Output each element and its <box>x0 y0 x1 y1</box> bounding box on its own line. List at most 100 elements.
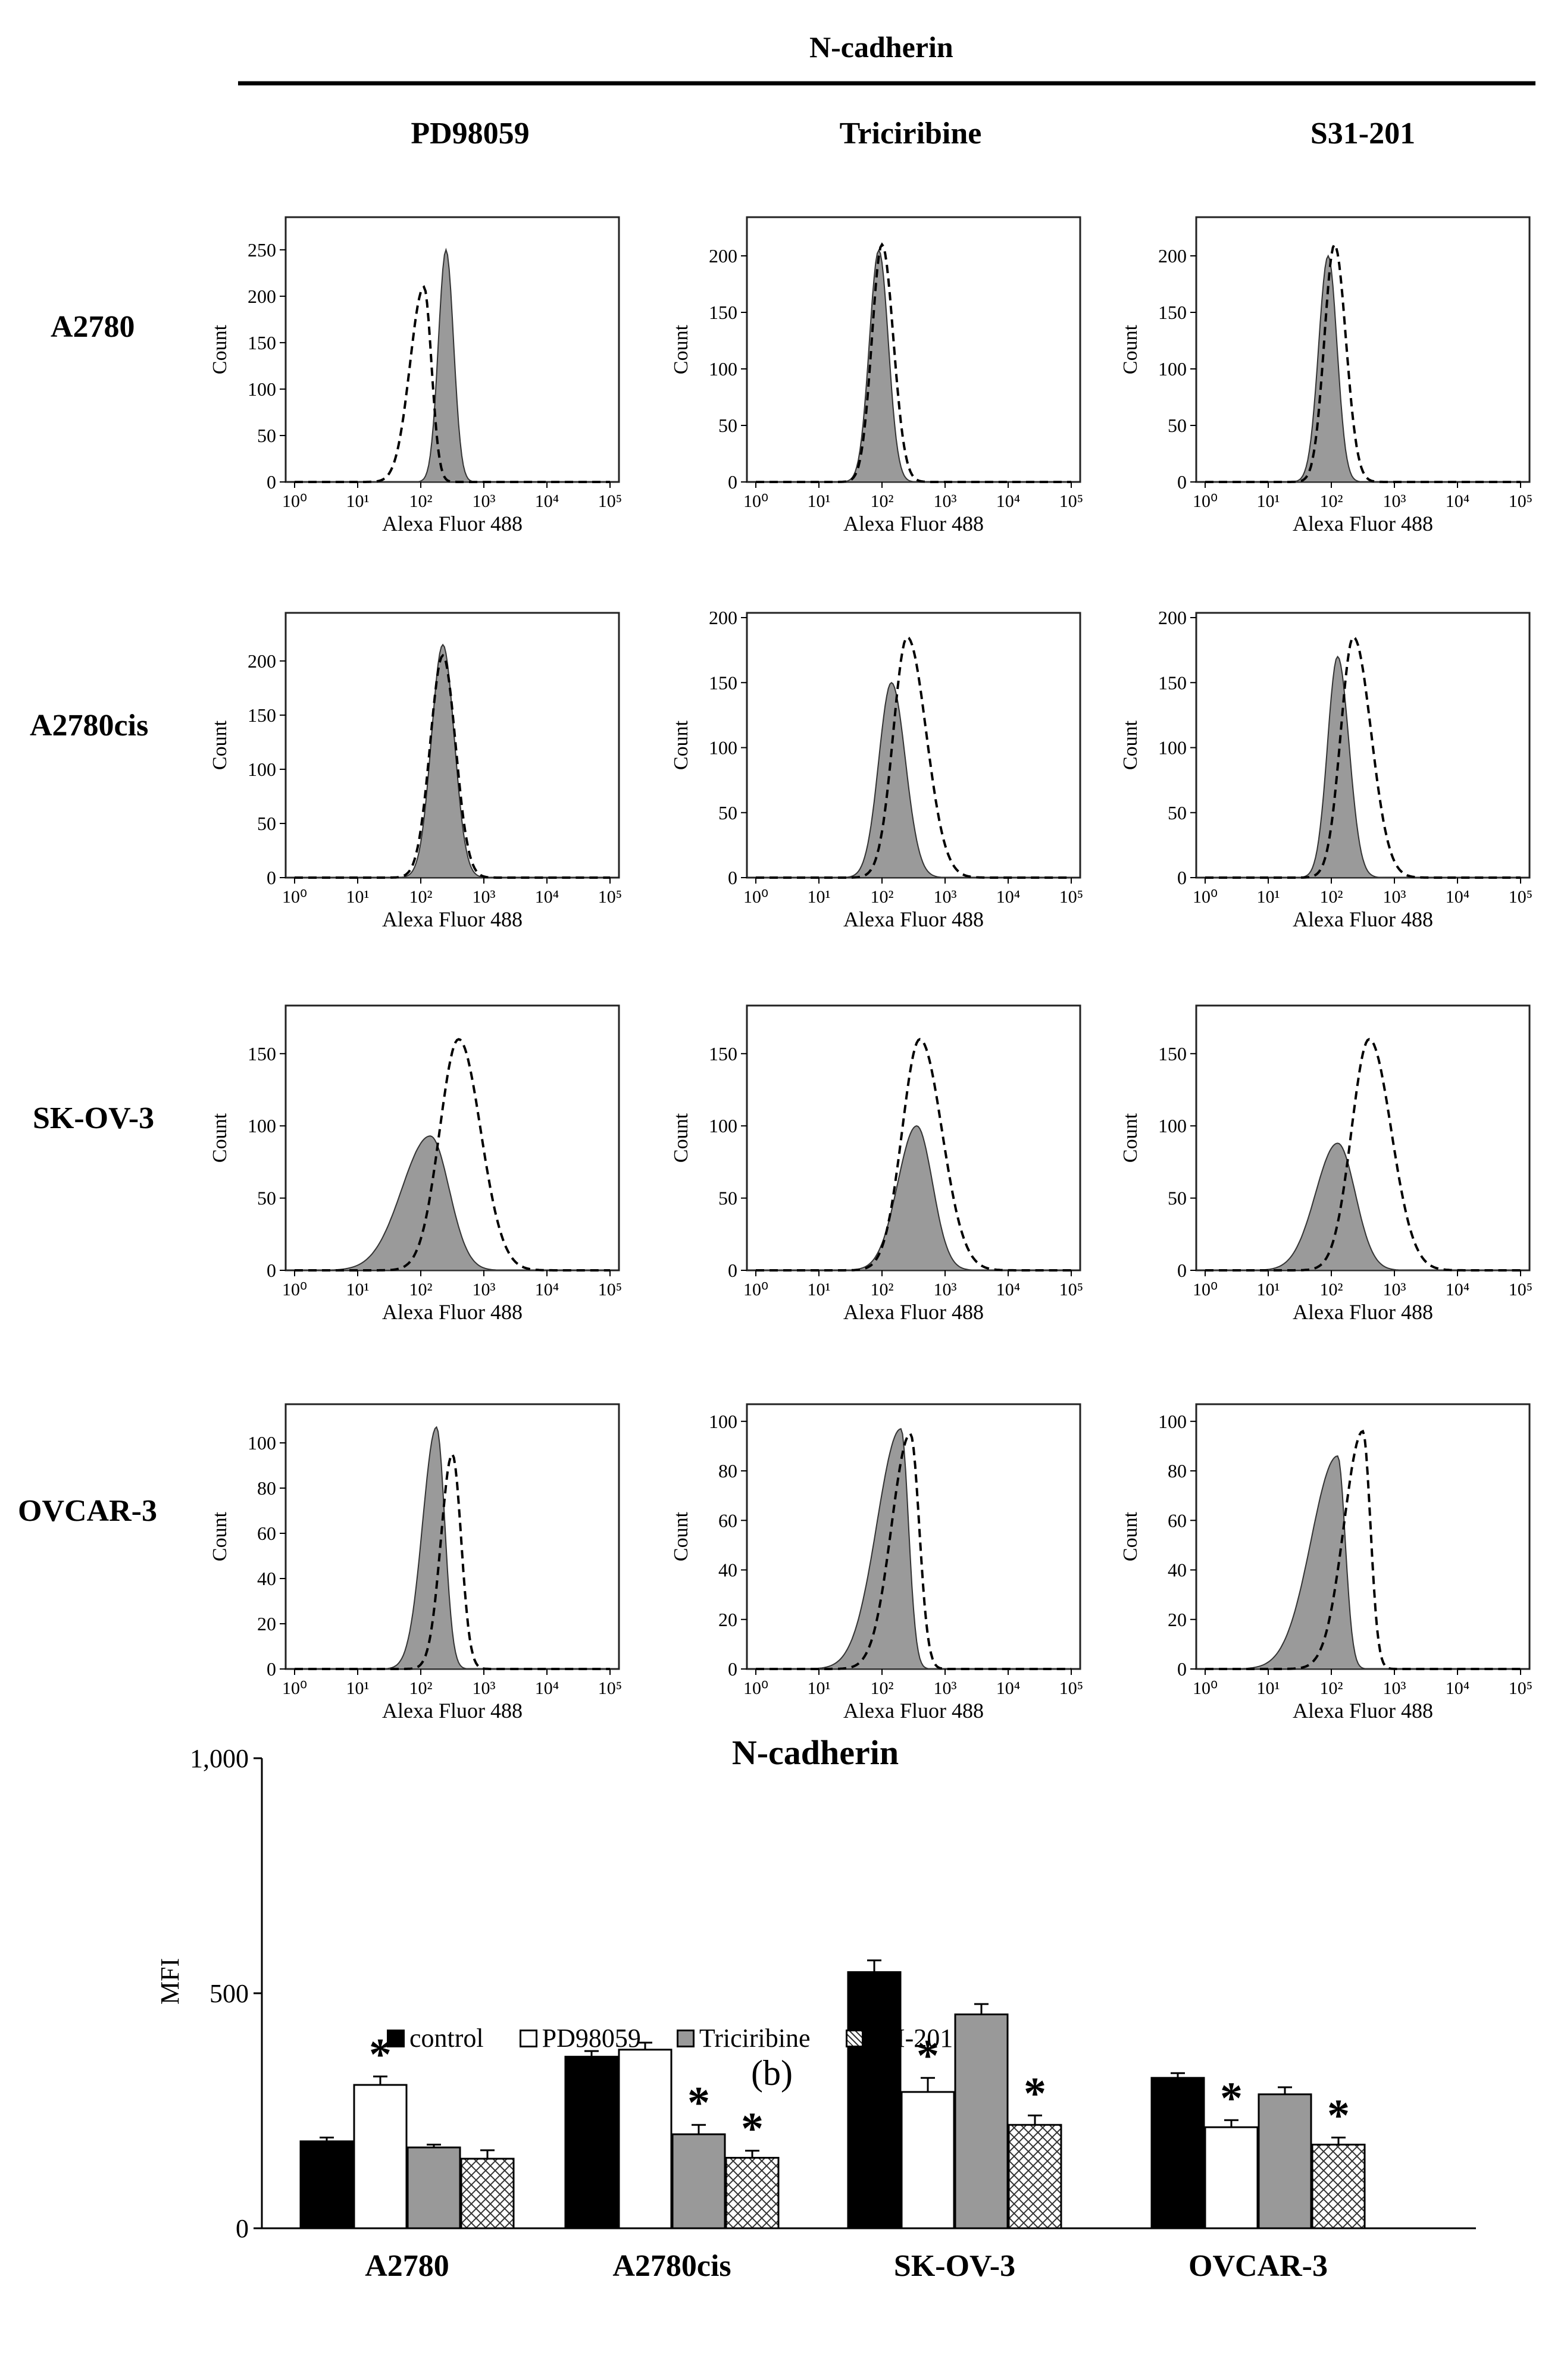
x-tick-label: 10³ <box>1383 1678 1406 1698</box>
y-tick-label: 200 <box>1158 607 1187 628</box>
column-label-s31-201: S31-201 <box>1310 117 1416 151</box>
y-tick-label: 150 <box>1158 302 1187 323</box>
histogram-dashed-curve <box>295 1038 610 1272</box>
bar-y-tick-label: 500 <box>209 1979 249 2008</box>
y-axis-label: Count <box>670 324 692 374</box>
x-tick-label: 10³ <box>1383 491 1406 511</box>
histogram-panel-a2780cis-pd98059: 0 50 100 150 200 10⁰ 10¹ 10² 10³ 10⁴ 10⁵ Alexa Fluo… <box>209 612 622 931</box>
y-tick-label: 100 <box>1158 358 1187 380</box>
y-tick-label: 200 <box>1158 245 1187 267</box>
bar-control-ovcar-3 <box>1150 2077 1205 2229</box>
x-tick-label: 10⁰ <box>282 1678 307 1698</box>
x-axis-label: Alexa Fluor 488 <box>1293 512 1433 536</box>
x-tick-label: 10⁵ <box>598 1678 622 1698</box>
x-tick-label: 10⁵ <box>1059 491 1083 511</box>
y-tick-label: 100 <box>709 737 737 759</box>
x-tick-label: 10⁰ <box>1193 1678 1218 1698</box>
histogram-panel-sk-ov-3-pd98059: 0 50 100 150 10⁰ 10¹ 10² 10³ 10⁴ 10⁵ Alexa Fluor 4… <box>209 1004 622 1324</box>
x-axis-label: Alexa Fluor 488 <box>1293 1699 1433 1723</box>
histogram-panel-ovcar-3-triciribine: 0 20 40 60 80 100 10⁰ 10¹ 10² 10³ 10⁴ 10⁵ Alexa Fluo… <box>670 1403 1083 1723</box>
x-tick-label: 10⁵ <box>1509 887 1532 907</box>
row-label-a2780cis: A2780cis <box>30 709 149 743</box>
x-tick-label: 10² <box>1320 491 1343 511</box>
bar-control-a2780cis <box>564 2056 619 2229</box>
histogram-dashed-curve <box>756 1038 1071 1272</box>
x-tick-label: 10⁴ <box>535 1280 559 1299</box>
y-tick-label: 100 <box>1158 1411 1187 1432</box>
y-tick-label: 100 <box>709 1115 737 1136</box>
x-tick-label: 10⁴ <box>996 1678 1020 1698</box>
legend-pd98059: PD98059 <box>519 2023 641 2053</box>
x-tick-label: 10¹ <box>346 491 370 511</box>
bar-chart-title: N-cadherin <box>732 1733 899 1772</box>
y-tick-label: 150 <box>709 302 737 323</box>
y-tick-label: 0 <box>267 1658 276 1680</box>
column-label-pd98059: PD98059 <box>411 117 530 151</box>
bar-y-tick-label: 0 <box>236 2214 249 2243</box>
column-label-triciribine: Triciribine <box>839 117 982 151</box>
histogram-dashed-curve <box>295 285 610 483</box>
y-tick-label: 50 <box>1168 415 1187 436</box>
x-axis-label: Alexa Fluor 488 <box>843 1699 984 1723</box>
x-axis-label: Alexa Fluor 488 <box>843 512 984 536</box>
y-tick-label: 50 <box>257 813 276 834</box>
legend-pd98059-swatch <box>519 2029 537 2047</box>
y-tick-label: 20 <box>257 1613 276 1634</box>
bar-category-label: A2780cis <box>612 2249 731 2283</box>
bar-category-label: SK-OV-3 <box>894 2249 1015 2283</box>
y-tick-label: 100 <box>709 1411 737 1432</box>
histogram-panel-a2780-triciribine: 0 50 100 150 200 10⁰ 10¹ 10² 10³ 10⁴ 10⁵ Alexa Fluo… <box>670 216 1083 536</box>
histogram-dashed-curve <box>1205 1429 1521 1670</box>
x-tick-label: 10⁴ <box>535 1678 559 1698</box>
histogram-dashed-curve <box>756 635 1071 879</box>
significance-asterisk: * <box>917 2031 939 2081</box>
bar-pd98059-a2780 <box>353 2084 408 2229</box>
x-tick-label: 10¹ <box>346 887 370 907</box>
y-tick-label: 20 <box>1168 1609 1187 1630</box>
bar-pd98059-ovcar-3 <box>1204 2126 1259 2229</box>
y-axis-label: Count <box>209 324 231 374</box>
x-tick-label: 10² <box>871 1280 894 1299</box>
histogram-dashed-curve <box>295 1452 610 1670</box>
x-tick-label: 10⁵ <box>1059 1280 1083 1299</box>
histogram-panel-a2780-pd98059: 0 50 100 150 200 250 10⁰ 10¹ 10² 10³ 10⁴ 10⁵ Alexa F… <box>209 216 622 536</box>
bar-control-sk-ov-3 <box>847 1971 902 2229</box>
x-tick-label: 10⁵ <box>598 887 622 907</box>
histogram-frame <box>1195 612 1531 879</box>
y-tick-label: 50 <box>257 425 276 446</box>
bar-pd98059-sk-ov-3 <box>900 2091 955 2229</box>
y-tick-label: 200 <box>709 245 737 267</box>
y-tick-label: 80 <box>718 1460 737 1482</box>
x-tick-label: 10¹ <box>1257 887 1280 907</box>
y-tick-label: 200 <box>709 607 737 628</box>
histogram-panel-sk-ov-3-triciribine: 0 50 100 150 10⁰ 10¹ 10² 10³ 10⁴ 10⁵ Alexa Fluor 4… <box>670 1004 1083 1324</box>
y-tick-label: 100 <box>248 1432 276 1454</box>
x-tick-label: 10² <box>409 887 433 907</box>
y-tick-label: 50 <box>718 415 737 436</box>
legend-triciribine: Triciribine <box>676 2023 810 2053</box>
panel-letter: (b) <box>751 2053 793 2093</box>
y-tick-label: 0 <box>1177 471 1187 493</box>
y-tick-label: 0 <box>267 867 276 888</box>
y-axis-label: Count <box>1119 324 1141 374</box>
bar-y-tick-label: 1,000 <box>190 1744 249 1773</box>
y-tick-label: 0 <box>1177 867 1187 888</box>
legend-control-label: control <box>409 2024 484 2053</box>
y-tick-label: 50 <box>257 1188 276 1209</box>
significance-asterisk: * <box>741 2104 764 2154</box>
histogram-panel-ovcar-3-pd98059: 0 20 40 60 80 100 10⁰ 10¹ 10² 10³ 10⁴ 10⁵ Alexa Fluo… <box>209 1403 622 1723</box>
histogram-dashed-curve <box>1205 242 1521 483</box>
legend-s3i-201-label: S3I-201 <box>868 2024 953 2053</box>
y-tick-label: 100 <box>1158 1115 1187 1136</box>
bar-triciribine-a2780 <box>406 2146 461 2229</box>
y-tick-label: 100 <box>248 378 276 400</box>
legend-s3i-201: S3I-201 <box>846 2023 953 2053</box>
y-axis-label: Count <box>209 1511 231 1561</box>
x-tick-label: 10⁴ <box>535 887 559 907</box>
histogram-panel-ovcar-3-s31-201: 0 20 40 60 80 100 10⁰ 10¹ 10² 10³ 10⁴ 10⁵ Alexa Fluo… <box>1119 1403 1532 1723</box>
x-tick-label: 10⁴ <box>1446 491 1469 511</box>
y-tick-label: 150 <box>248 332 276 353</box>
x-tick-label: 10³ <box>934 887 957 907</box>
x-axis-label: Alexa Fluor 488 <box>843 1300 984 1324</box>
